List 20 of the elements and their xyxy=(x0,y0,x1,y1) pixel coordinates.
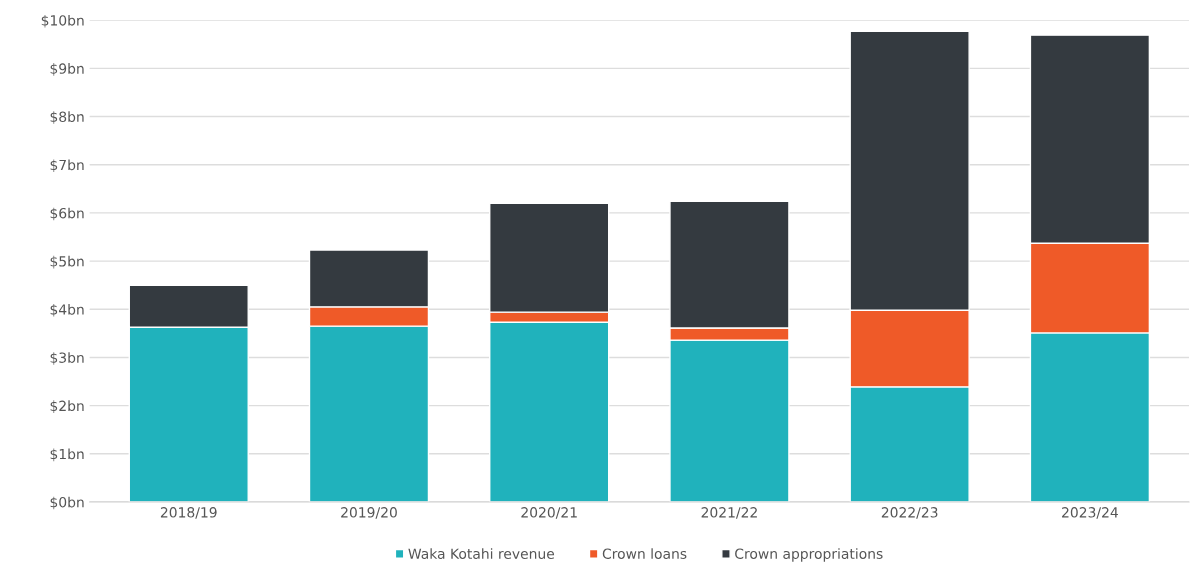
y-tick-label: $9bn xyxy=(50,63,84,76)
legend-label: Crown appropriations xyxy=(735,548,883,562)
x-tick-label: 2021/22 xyxy=(701,507,757,519)
y-tick-label: $7bn xyxy=(50,159,84,173)
x-tick-label: 2022/23 xyxy=(881,507,938,519)
legend-label: Waka Kotahi revenue xyxy=(408,548,555,559)
y-tick-label: $10bn xyxy=(41,14,84,28)
y-tick-label: $8bn xyxy=(50,111,84,124)
y-tick-label: $6bn xyxy=(50,207,84,221)
x-tick-label: 2019/20 xyxy=(341,507,397,519)
y-tick-label: $5bn xyxy=(50,255,84,269)
y-tick-label: $3bn xyxy=(50,352,84,365)
y-tick-label: $4bn xyxy=(50,304,84,317)
x-tick-label: 2020/21 xyxy=(521,507,577,519)
y-tick-label: $1bn xyxy=(50,448,84,462)
y-tick-label: $0bn xyxy=(50,496,84,510)
x-tick-label: 2018/19 xyxy=(160,507,217,519)
legend-label: Crown loans xyxy=(602,548,687,559)
x-tick-label: 2023/24 xyxy=(1062,507,1118,519)
y-tick-label: $2bn xyxy=(50,400,84,413)
